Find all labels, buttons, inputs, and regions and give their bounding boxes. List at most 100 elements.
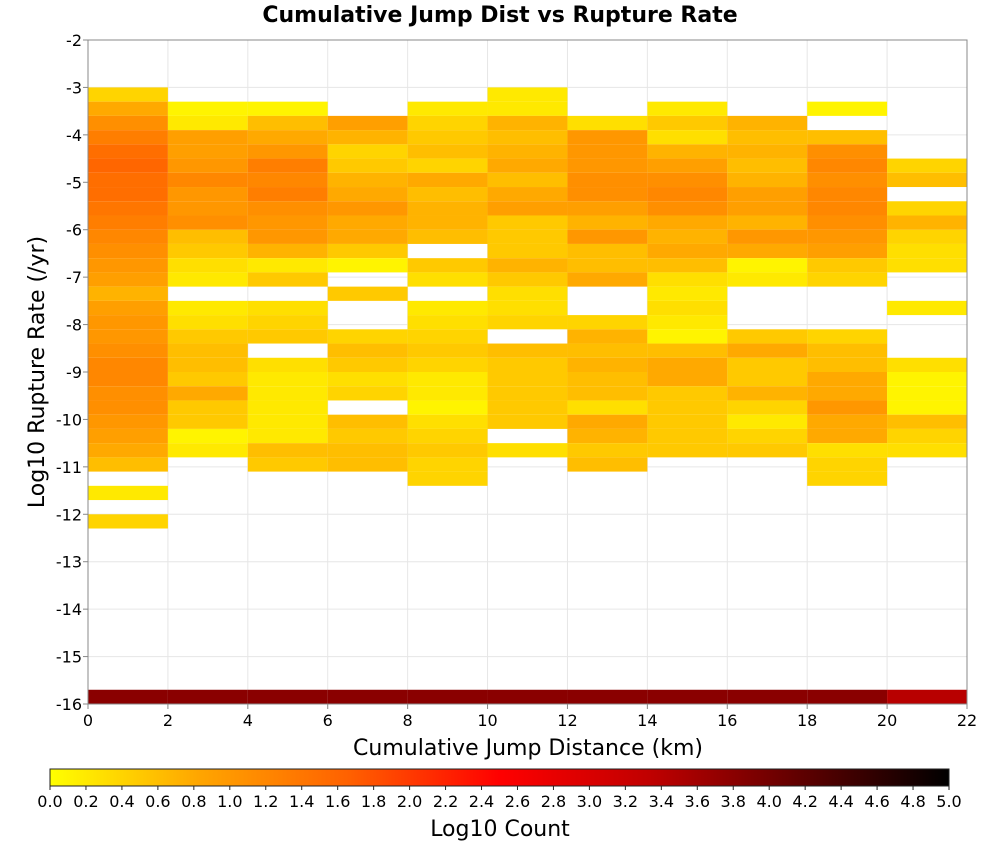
heatmap-cell [167,400,248,415]
x-tick-label: 2 [163,711,173,730]
heatmap-cell [487,229,568,244]
heatmap-cell [727,343,808,358]
heatmap-cell [887,689,967,704]
heatmap-cell [167,329,248,344]
heatmap-cell [487,286,568,301]
heatmap-cell [167,443,248,458]
heatmap-cell [407,414,488,429]
heatmap-cell [327,130,408,145]
heatmap-cell [727,187,808,202]
heatmap-cell [727,357,808,372]
colorbar-tick-label: 3.4 [649,792,674,811]
heatmap-cell [167,414,248,429]
heatmap-cell [167,689,248,704]
heatmap-cell [167,215,248,230]
heatmap-cell [487,300,568,316]
heatmap-cell [727,201,808,216]
heatmap-cell [247,172,328,188]
heatmap-cell [807,372,888,387]
colorbar-tick-label: 0.2 [73,792,98,811]
heatmap-cell [247,689,328,704]
heatmap-cell [487,315,568,330]
heatmap-cell [487,115,568,131]
heatmap-cell [567,258,648,273]
heatmap-cell [88,329,168,344]
heatmap-cell [807,158,888,173]
heatmap-cell [327,187,408,202]
heatmap-cell [647,400,728,415]
heatmap-cell [88,414,168,429]
heatmap-cell [167,144,248,159]
heatmap-cell [887,428,967,444]
colorbar-tick-label: 3.6 [685,792,710,811]
y-tick-label: -16 [56,695,82,714]
heatmap-cell [487,144,568,159]
heatmap-cell [807,130,888,145]
colorbar-tick-label: 1.2 [253,792,278,811]
heatmap-cell [887,372,967,387]
heatmap-cell [647,329,728,344]
heatmap-cell [807,201,888,216]
heatmap-cell [647,243,728,259]
y-tick-label: -10 [56,410,82,429]
heatmap-cell [407,201,488,216]
heatmap-cell [487,343,568,358]
x-tick-label: 14 [637,711,657,730]
heatmap-cell [567,243,648,259]
heatmap-cell [727,243,808,259]
heatmap-cell [567,115,648,131]
heatmap-cell [247,201,328,216]
heatmap-cell [647,229,728,244]
chart-title: Cumulative Jump Dist vs Rupture Rate [262,3,737,28]
heatmap-cell [407,315,488,330]
heatmap-cell [327,343,408,358]
heatmap-cell [887,243,967,259]
heatmap-cell [567,372,648,387]
heatmap-cell [407,428,488,444]
heatmap-cell [88,343,168,358]
heatmap-cell [807,443,888,458]
heatmap-cell [327,428,408,444]
heatmap-cell [167,258,248,273]
heatmap-cell [887,158,967,173]
heatmap-cell [247,457,328,472]
heatmap-cell [167,101,248,116]
colorbar-tick-label: 4.8 [900,792,925,811]
heatmap-cell [727,689,808,704]
heatmap-cell [807,272,888,287]
heatmap-cell [88,286,168,301]
heatmap-cell [327,286,408,301]
y-axis-label: Log10 Rupture Rate (/yr) [25,236,50,508]
heatmap-cell [727,258,808,273]
heatmap-cell [247,158,328,173]
heatmap-cell [487,372,568,387]
colorbar-tick-label: 3.8 [721,792,746,811]
heatmap-cell [407,457,488,472]
heatmap-cell [327,414,408,429]
heatmap-cell [167,172,248,188]
heatmap-cell [647,272,728,287]
colorbar-tick-label: 0.4 [109,792,134,811]
heatmap-cell [487,187,568,202]
heatmap-cell [567,229,648,244]
colorbar-tick-label: 2.4 [469,792,494,811]
heatmap-cell [887,215,967,230]
heatmap-cell [327,172,408,188]
heatmap-cell [647,343,728,358]
heatmap-cell [167,372,248,387]
heatmap-cell [247,258,328,273]
y-axis-ticks: -2 -3 -4 -5 -6 -7 -8 -9 -10 -11 -12 -13 -14 -15 -16 [56,31,88,714]
heatmap-cell [807,471,888,486]
heatmap-cell [727,215,808,230]
heatmap-cell [487,272,568,287]
heatmap-cell [887,229,967,244]
heatmap-cell [88,386,168,401]
heatmap-cell [807,357,888,372]
heatmap-cell [567,414,648,429]
colorbar-ticks: 0.0 0.2 0.4 0.6 0.8 1.0 1.2 1.4 1.6 1.8 2.0 2.2 2.4 2… [37,786,962,811]
colorbar-tick-label: 2.2 [433,792,458,811]
heatmap-cell [727,414,808,429]
heatmap-cell [247,300,328,316]
heatmap-cell [727,158,808,173]
